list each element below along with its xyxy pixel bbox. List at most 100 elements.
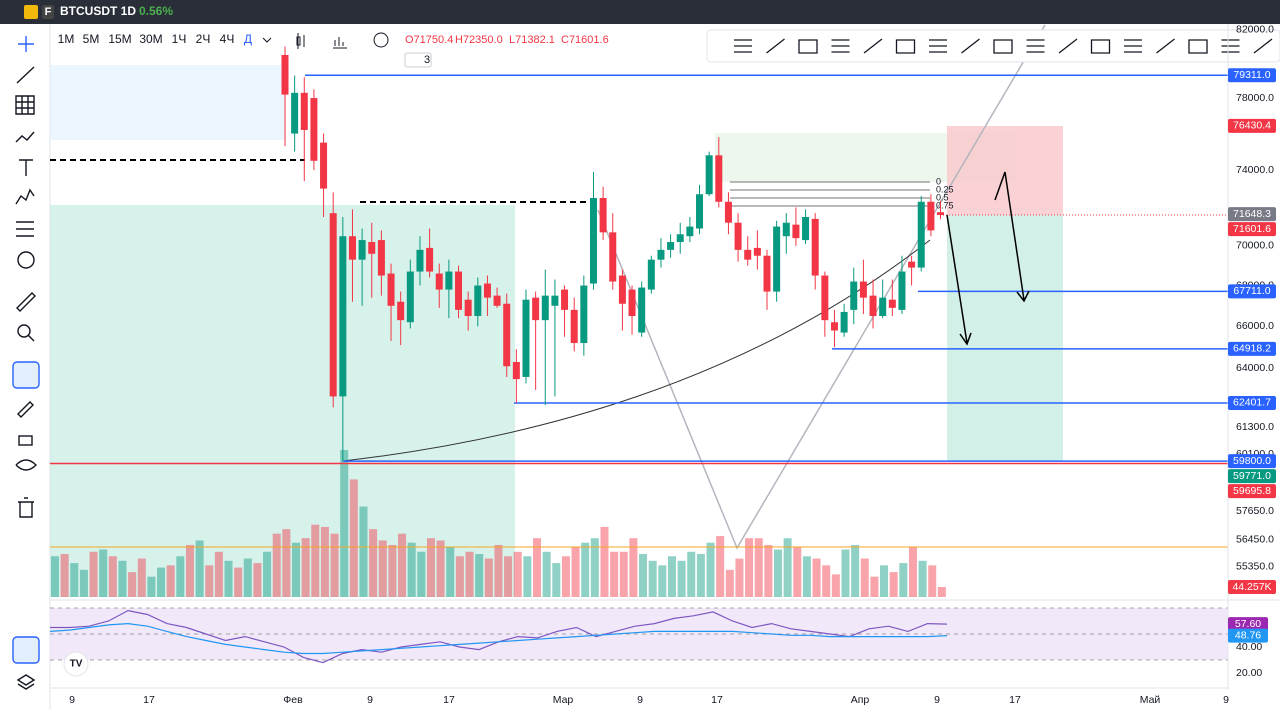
settings-icon[interactable] xyxy=(373,32,389,48)
draw-tool[interactable] xyxy=(1156,38,1175,54)
draw-tool[interactable] xyxy=(1090,39,1111,54)
volume-bar xyxy=(330,533,339,597)
draw-tool[interactable] xyxy=(1026,39,1045,53)
timeframe[interactable]: 2Ч xyxy=(196,32,211,46)
rsi-tick-label: 20.00 xyxy=(1236,667,1262,679)
tool-position[interactable] xyxy=(16,221,34,237)
draw-tool[interactable] xyxy=(734,39,752,53)
volume-bar xyxy=(793,547,802,597)
draw-tool[interactable] xyxy=(831,39,850,53)
y-tick-label: 57650.0 xyxy=(1236,505,1274,517)
candle-body xyxy=(696,194,704,229)
timeframe[interactable]: Д xyxy=(244,32,252,46)
volume-bar xyxy=(320,526,329,597)
price-tag xyxy=(1228,207,1276,222)
draw-tool[interactable] xyxy=(1221,39,1240,53)
candle-body xyxy=(859,281,867,298)
volume-bar xyxy=(870,576,879,597)
candle-body xyxy=(310,98,318,161)
draw-tool[interactable] xyxy=(993,39,1013,54)
timeframe[interactable]: 1M xyxy=(58,32,75,46)
indicator-icon[interactable] xyxy=(333,37,347,49)
volume-bar xyxy=(398,533,407,597)
timeframe[interactable]: 30M xyxy=(139,32,162,46)
candle-body xyxy=(773,226,781,292)
candle-body xyxy=(802,216,810,241)
draw-tool[interactable] xyxy=(798,39,818,54)
volume-bar xyxy=(137,558,146,597)
tool-text[interactable] xyxy=(19,159,33,176)
candle-body xyxy=(445,271,453,290)
price-tag-label: 62401.7 xyxy=(1233,397,1271,409)
tool-fav[interactable] xyxy=(12,636,40,664)
tool-magnet[interactable] xyxy=(12,361,40,389)
candle-body xyxy=(647,259,655,290)
tool-eye[interactable] xyxy=(15,459,37,471)
candle-body xyxy=(908,261,916,268)
volume-bar xyxy=(610,551,619,597)
volume-bar xyxy=(108,556,117,597)
candle-body xyxy=(937,212,945,216)
volume-bar xyxy=(542,551,551,597)
timeframe[interactable]: 4Ч xyxy=(220,32,235,46)
tv-logo-text: TV xyxy=(70,659,83,670)
fib-label: 0.25 xyxy=(936,184,954,194)
tool-wave[interactable] xyxy=(15,188,35,205)
candle-body xyxy=(744,249,752,260)
rsi-tag-label: 48.76 xyxy=(1235,629,1261,641)
tool-pattern[interactable] xyxy=(15,131,35,143)
left-tools xyxy=(12,36,40,690)
tool-lock-draw[interactable] xyxy=(17,401,34,418)
draw-tool[interactable] xyxy=(961,38,980,54)
volume-bar xyxy=(359,506,368,597)
ohlc: O71750.4 xyxy=(405,34,453,46)
volume-bar xyxy=(426,538,435,597)
volume-bar xyxy=(764,544,773,597)
candle-body xyxy=(618,275,626,304)
volume-bar xyxy=(224,560,233,597)
draw-tool[interactable] xyxy=(929,39,947,53)
indicator-toggle[interactable] xyxy=(404,52,432,68)
candle-body xyxy=(580,285,588,344)
tool-ruler[interactable] xyxy=(16,292,36,312)
candle-icon[interactable] xyxy=(296,33,305,49)
tool-line[interactable] xyxy=(16,66,35,84)
candle-body xyxy=(599,197,607,233)
tool-lock[interactable] xyxy=(18,435,33,446)
timeframe[interactable]: 15M xyxy=(108,32,131,46)
tool-trash[interactable] xyxy=(18,497,34,518)
volume-bar xyxy=(571,547,580,597)
draw-tool[interactable] xyxy=(1058,38,1078,54)
price-tag xyxy=(1228,284,1276,299)
volume-bar xyxy=(658,565,667,597)
draw-tool[interactable] xyxy=(895,39,916,54)
candle-body xyxy=(705,155,713,195)
volume-bar xyxy=(436,540,445,597)
y-tick-label: 55350.0 xyxy=(1236,561,1274,573)
candle-body xyxy=(734,222,742,250)
volume-bar xyxy=(754,538,763,597)
draw-tool[interactable] xyxy=(766,38,785,54)
draw-tool[interactable] xyxy=(1253,38,1273,54)
tool-zoom[interactable] xyxy=(17,324,31,338)
volume-bar xyxy=(831,574,840,597)
candle-body xyxy=(570,309,578,344)
title-bar xyxy=(0,0,1280,24)
tool-emoji[interactable] xyxy=(17,251,35,269)
tool-cross[interactable] xyxy=(18,36,34,52)
tool-fib[interactable] xyxy=(15,95,35,115)
volume-bar xyxy=(802,556,811,597)
draw-tool[interactable] xyxy=(1124,39,1142,53)
price-tag-label: 76430.4 xyxy=(1233,120,1271,132)
volume-bar xyxy=(253,563,262,597)
timeframe[interactable]: 5M xyxy=(83,32,100,46)
timeframe[interactable]: 1Ч xyxy=(172,32,187,46)
candle-body xyxy=(348,236,356,260)
y-tick-label: 66000.0 xyxy=(1236,320,1274,332)
rsi-tag xyxy=(1228,628,1268,643)
candle-body xyxy=(368,242,376,254)
tool-layers[interactable] xyxy=(16,674,36,690)
volume-bar xyxy=(504,556,513,597)
draw-tool[interactable] xyxy=(1188,39,1208,54)
draw-tool[interactable] xyxy=(863,38,883,54)
